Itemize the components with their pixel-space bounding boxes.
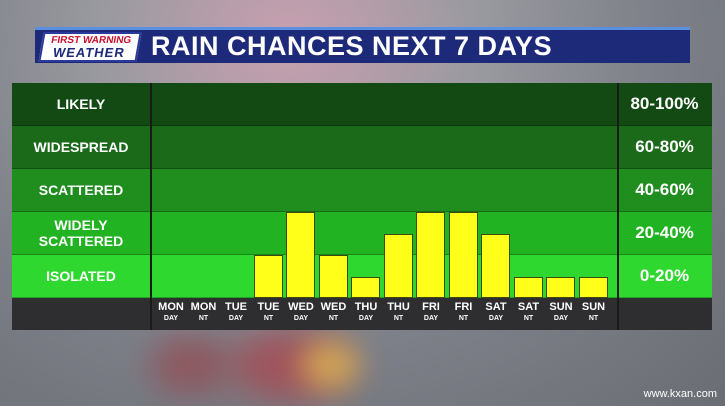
bar	[318, 255, 348, 298]
divider	[617, 83, 619, 330]
period-name: DAY	[553, 315, 569, 322]
period-name: NT	[198, 315, 209, 322]
period-name: NT	[523, 315, 534, 322]
day-name: THU	[354, 301, 378, 313]
day-label: THU DAY	[350, 298, 382, 324]
band-range: 40-60%	[635, 180, 694, 199]
period-name: DAY	[163, 315, 179, 322]
day-name: SAT	[517, 301, 540, 313]
day-name: FRI	[422, 301, 440, 313]
day-label: FRI DAY	[415, 298, 447, 324]
day-label: SUN NT	[578, 298, 610, 324]
period-name: DAY	[488, 315, 504, 322]
bar	[481, 233, 510, 298]
title-bar: FIRST WARNING WEATHER RAIN CHANCES NEXT …	[35, 27, 690, 63]
period-name: DAY	[293, 315, 309, 322]
period-name: DAY	[228, 315, 244, 322]
band-row: SCATTERED 40-60%	[12, 169, 712, 212]
bar	[253, 255, 283, 298]
band-range: 0-20%	[639, 266, 690, 285]
period-name: DAY	[423, 315, 439, 322]
bar	[351, 276, 380, 298]
day-name: SUN	[549, 301, 573, 313]
bar	[448, 212, 478, 298]
bar	[513, 276, 543, 298]
band-range: 80-100%	[630, 94, 699, 113]
logo-line1: FIRST WARNING	[50, 34, 133, 46]
day-label: TUE NT	[253, 298, 285, 324]
day-name: MON	[158, 301, 184, 313]
bar	[546, 276, 575, 298]
day-name: WED	[320, 301, 347, 313]
period-name: NT	[328, 315, 339, 322]
bar	[383, 233, 413, 298]
day-label: MON NT	[188, 298, 220, 324]
day-label: SAT NT	[513, 298, 545, 324]
period-name: NT	[263, 315, 274, 322]
band-row: WIDESPREAD 60-80%	[12, 126, 712, 169]
period-name: NT	[393, 315, 404, 322]
day-name: SAT	[485, 301, 507, 313]
band-range: 60-80%	[635, 137, 694, 156]
band-label: ISOLATED	[46, 268, 116, 284]
band-label: WIDESPREAD	[33, 139, 129, 155]
day-name: SUN	[581, 301, 606, 313]
band-range: 20-40%	[635, 223, 694, 242]
band-label: LIKELY	[56, 96, 106, 112]
band-label: SCATTERED	[38, 182, 124, 198]
band-row: LIKELY 80-100%	[12, 83, 712, 126]
band-label: WIDELY SCATTERED	[38, 217, 124, 249]
day-name: MON	[190, 301, 217, 313]
day-label: WED DAY	[285, 298, 317, 324]
day-label: FRI NT	[448, 298, 480, 324]
day-label: TUE DAY	[220, 298, 252, 324]
bar	[286, 212, 315, 298]
period-name: NT	[588, 315, 599, 322]
day-label: WED NT	[318, 298, 350, 324]
website-url: www.kxan.com	[643, 388, 717, 400]
background-blur	[300, 340, 360, 390]
day-name: WED	[288, 301, 314, 313]
page-title: RAIN CHANCES NEXT 7 DAYS	[151, 31, 553, 61]
day-name: FRI	[454, 301, 473, 313]
period-name: NT	[458, 315, 469, 322]
day-name: TUE	[257, 301, 280, 313]
bar	[578, 276, 608, 298]
day-label: SUN DAY	[545, 298, 577, 324]
bar	[416, 212, 445, 298]
logo-line2: WEATHER	[51, 44, 127, 60]
day-label: SAT DAY	[480, 298, 512, 324]
day-label: THU NT	[383, 298, 415, 324]
day-label: MON DAY	[155, 298, 187, 324]
first-warning-weather-logo: FIRST WARNING WEATHER	[38, 31, 142, 62]
period-name: DAY	[358, 315, 374, 322]
day-name: TUE	[225, 301, 247, 313]
background-blur	[150, 335, 230, 395]
divider	[150, 83, 152, 330]
chart-panel: LIKELY 80-100% WIDESPREAD 60-80% SCATTERED 40…	[12, 83, 712, 330]
band-row: WIDELY SCATTERED 20-40%	[12, 212, 712, 255]
day-name: THU	[387, 301, 410, 313]
